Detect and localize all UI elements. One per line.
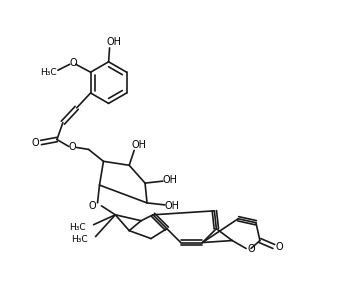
Text: O: O	[89, 201, 96, 211]
Text: OH: OH	[162, 175, 177, 185]
Text: O: O	[276, 243, 284, 253]
Text: O: O	[247, 245, 255, 255]
Text: O: O	[31, 138, 39, 148]
Text: H₃C: H₃C	[69, 223, 86, 232]
Text: O: O	[70, 58, 77, 68]
Text: OH: OH	[106, 37, 121, 47]
Text: OH: OH	[164, 201, 179, 211]
Text: OH: OH	[131, 140, 147, 150]
Text: H₃C: H₃C	[40, 68, 57, 77]
Text: H₃C: H₃C	[71, 235, 88, 244]
Text: O: O	[69, 142, 77, 152]
